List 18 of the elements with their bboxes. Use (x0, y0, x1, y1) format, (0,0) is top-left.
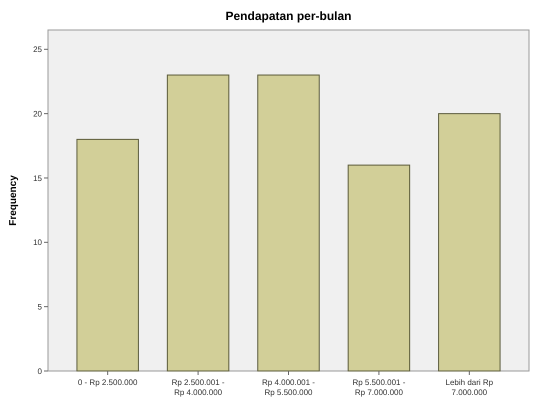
bar (166, 74, 230, 372)
bar (76, 138, 139, 372)
y-tick-label: 0 (38, 366, 43, 376)
y-tick-label: 25 (33, 45, 43, 54)
y-tick-label: 20 (33, 109, 43, 118)
bar (348, 164, 410, 372)
y-tick-label: 10 (33, 238, 43, 248)
x-tick-label: Rp 2.500.001 - Rp 4.000.000 (172, 378, 225, 397)
x-tick-label: Rp 4.000.001 - Rp 5.500.000 (262, 378, 316, 397)
chart-title: Pendapatan per-bulan (225, 9, 352, 23)
x-tick-label: Rp 5.500.001 - Rp 7.000.000 (352, 378, 406, 397)
y-tick-label: 5 (38, 302, 43, 312)
y-tick-label: 15 (33, 174, 43, 183)
y-axis-title: Frequency (8, 174, 19, 226)
x-tick-label: 0 - Rp 2.500.000 (78, 378, 138, 387)
bar (257, 74, 320, 372)
x-tick-label: Lebih dari Rp 7.000.000 (446, 378, 494, 397)
bar (438, 113, 501, 372)
